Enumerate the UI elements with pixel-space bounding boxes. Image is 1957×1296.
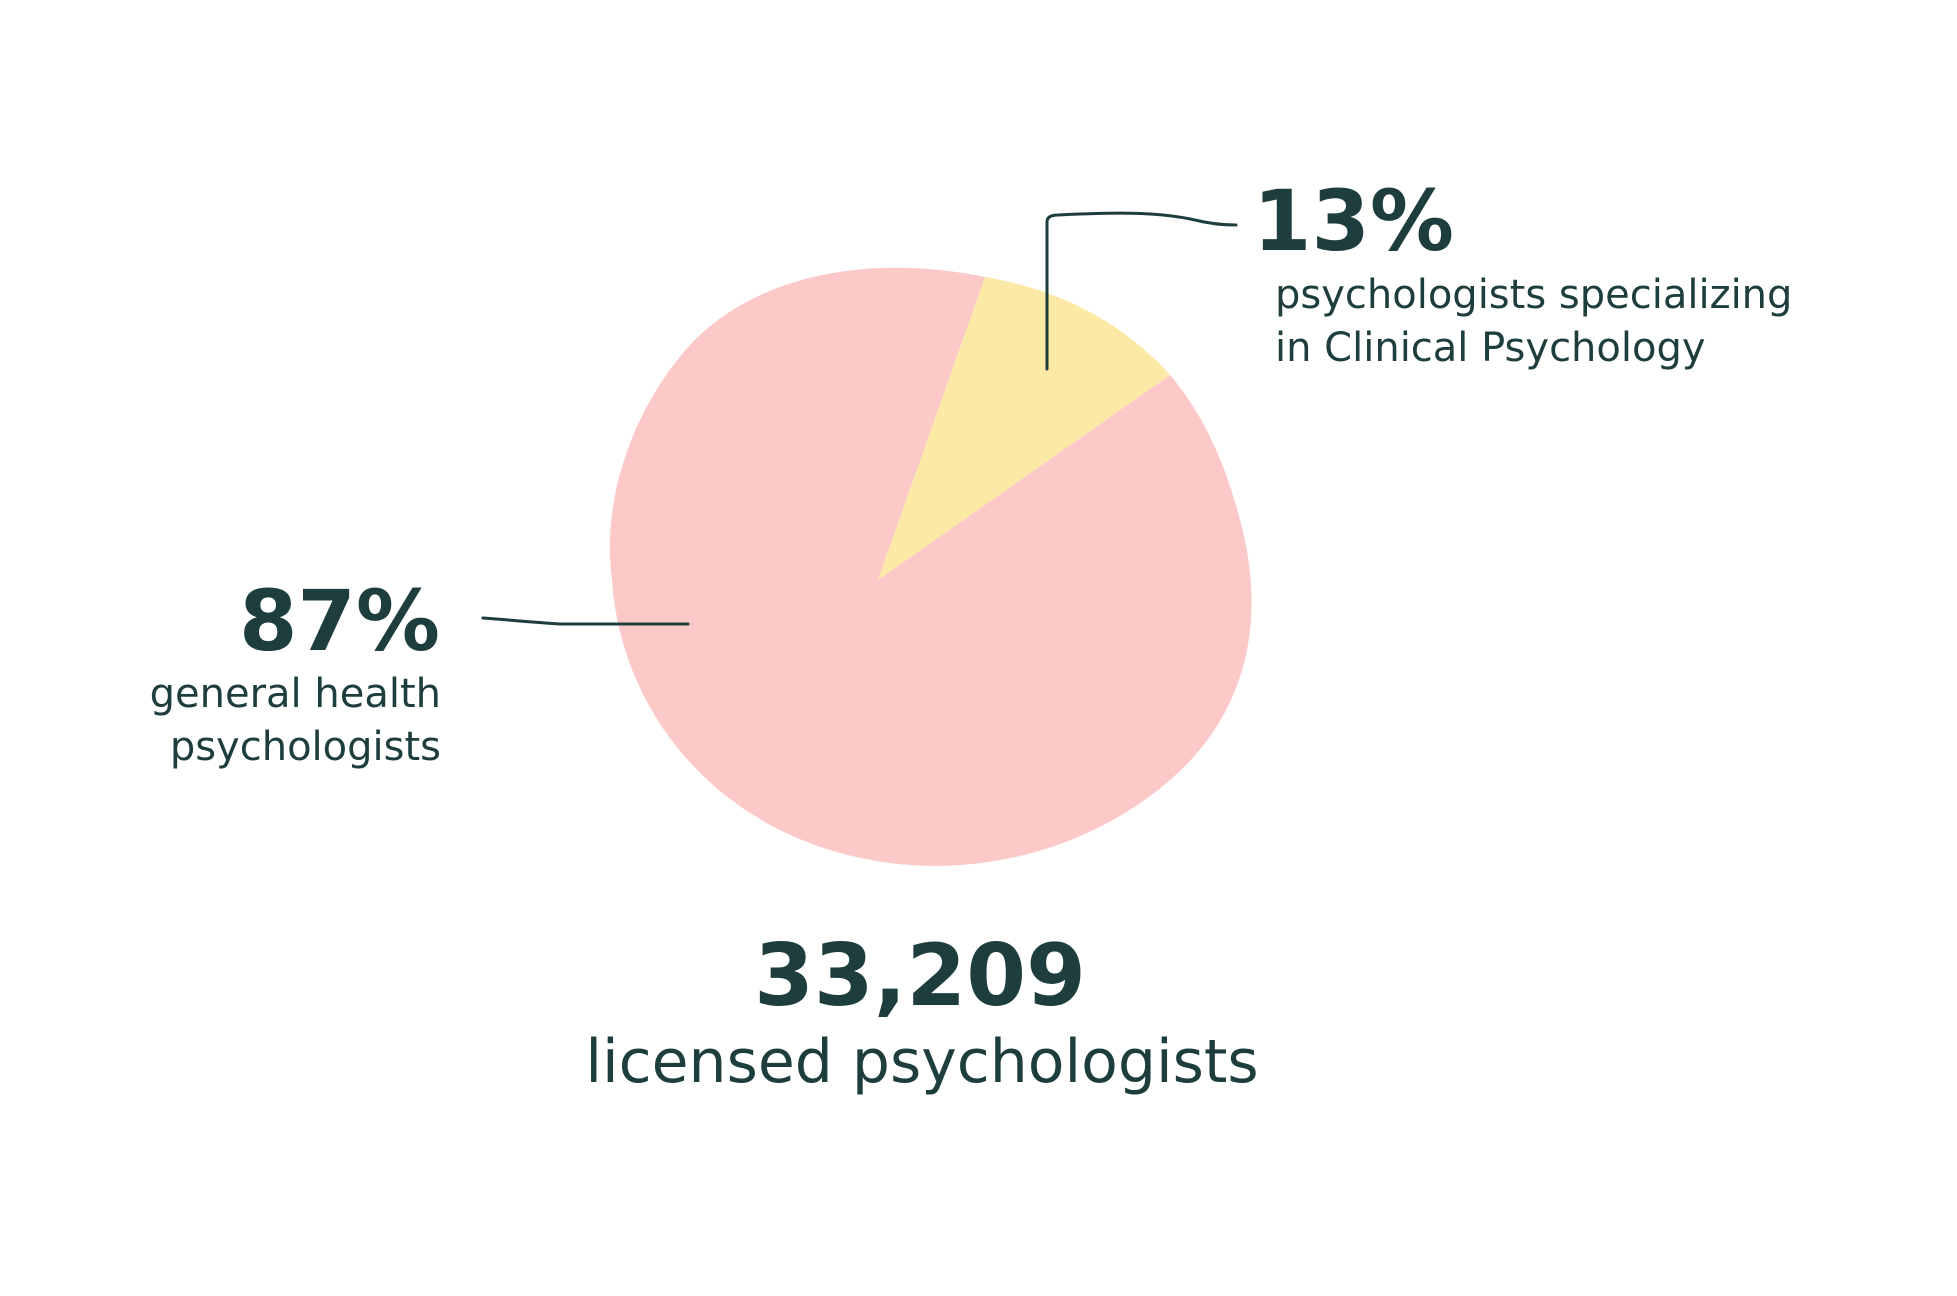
pie-slice-clinical [878, 277, 1170, 580]
pie-slice-general-health [609, 267, 1252, 866]
leader-line-clinical [1045, 211, 1238, 371]
total-label: licensed psychologists [585, 1027, 1258, 1097]
slice-label-general-line1: general health [150, 671, 441, 717]
total-value: 33,209 [754, 926, 1086, 1026]
slice-label-clinical-line1: psychologists specializing [1275, 272, 1792, 318]
leader-line-general [481, 616, 690, 626]
slice-label-clinical-line2: in Clinical Psychology [1275, 325, 1706, 371]
slice-label-general-line2: psychologists [170, 724, 441, 770]
slice-percent-clinical: 13% [1253, 172, 1454, 270]
slice-percent-general: 87% [239, 572, 440, 670]
